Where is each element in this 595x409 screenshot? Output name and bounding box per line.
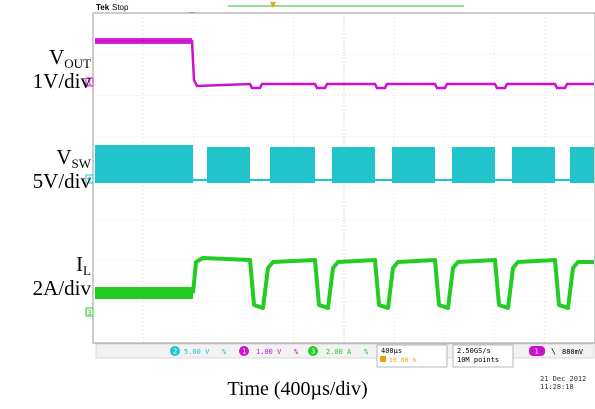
date-text: 21 Dec 2012 <box>540 375 587 383</box>
record-window-marker <box>270 2 276 8</box>
ch2-badge[interactable] <box>170 346 180 356</box>
vout-name: VOUT <box>49 45 91 71</box>
ch3-num: 3 <box>311 348 315 356</box>
trace-vsw-burst <box>270 147 315 183</box>
channel-marker-label: 2 <box>88 176 92 184</box>
ch1-suffix: % <box>294 348 299 356</box>
time-text: 11:28:18 <box>540 383 574 391</box>
channel-markers: 1 2 3 <box>85 77 94 317</box>
trigger-level[interactable]: 880mV <box>562 348 584 356</box>
vout-label: VOUT 1V/div <box>33 45 91 93</box>
trace-vout <box>95 39 594 90</box>
trigger-position-value: 10.00 % <box>389 356 416 364</box>
ch3-scale: 2.00 A <box>326 348 352 356</box>
il-name: IL <box>76 252 91 278</box>
ch2-scale: 5.00 V <box>184 348 210 356</box>
trigger-slope-icon: \ <box>551 347 556 356</box>
vsw-scale: 5V/div <box>32 169 91 193</box>
channel-marker-vsw[interactable] <box>85 174 94 184</box>
trace-vsw-burst <box>392 147 435 183</box>
trace-il-base <box>95 287 193 299</box>
il-scale: 2A/div <box>32 276 91 300</box>
ch3-badge[interactable] <box>308 346 318 356</box>
vsw-name: VSW <box>56 145 91 171</box>
trigger-source-badge[interactable] <box>529 346 545 356</box>
channel-marker-vout[interactable] <box>85 77 94 87</box>
ch2-suffix: % <box>222 348 227 356</box>
il-label: IL 2A/div <box>33 252 91 300</box>
trace-vsw-burst <box>95 145 193 183</box>
trace-vsw-burst <box>332 147 375 183</box>
trace-il <box>191 256 594 310</box>
scope-brand: Tek <box>96 3 110 12</box>
ch2-num: 2 <box>173 348 177 356</box>
scope-state: Stop <box>112 3 129 12</box>
ch1-num: 1 <box>242 348 246 356</box>
ch1-badge[interactable] <box>239 346 249 356</box>
status-bar: 2 5.00 V % 1 1.00 V % 3 2.00 A % 400µs 1… <box>95 343 595 368</box>
timebase[interactable]: 400µs <box>381 347 402 355</box>
ch3-suffix: % <box>364 348 369 356</box>
x-axis-label: Time (400µs/div) <box>227 378 368 400</box>
vout-scale: 1V/div <box>32 69 91 93</box>
trigger-source: 1 <box>535 348 539 356</box>
trace-vout-band <box>95 38 192 44</box>
trace-vsw-burst <box>570 147 594 183</box>
trace-vsw-burst <box>452 147 495 183</box>
channel-marker-label: 1 <box>88 79 92 87</box>
channel-marker-il[interactable] <box>85 307 94 317</box>
trace-vsw-burst <box>512 147 555 183</box>
record-length[interactable]: 10M points <box>457 356 499 364</box>
vsw-label: VSW 5V/div <box>33 145 91 193</box>
sample-rate[interactable]: 2.50GS/s <box>457 347 491 355</box>
traces <box>95 38 594 310</box>
trace-vsw-burst <box>207 147 250 183</box>
ch1-scale: 1.00 V <box>256 348 282 356</box>
timestamp: 21 Dec 2012 11:28:18 <box>540 375 586 391</box>
channel-marker-label: 3 <box>88 309 92 317</box>
